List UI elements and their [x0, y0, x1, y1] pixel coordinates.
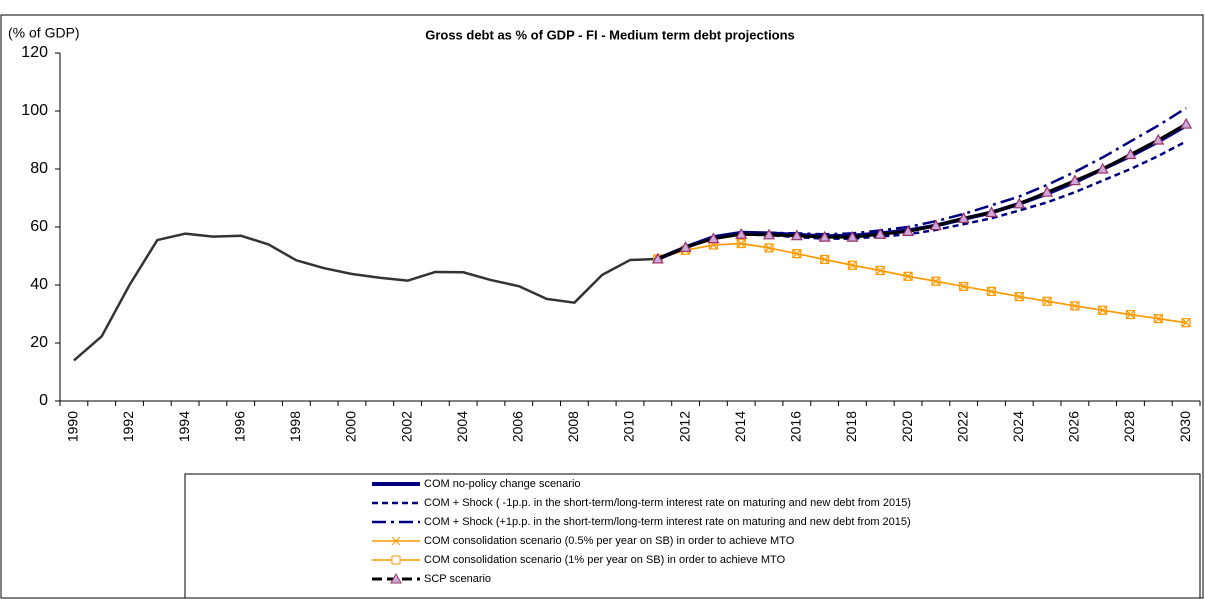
x-tick-label: 2008: [565, 411, 581, 442]
legend-label: COM consolidation scenario (0.5% per yea…: [424, 535, 795, 547]
y-tick-label: 40: [30, 276, 48, 293]
data-marker: [1014, 292, 1024, 302]
data-marker: [1068, 174, 1081, 186]
data-marker: [1125, 309, 1136, 320]
x-tick-label: 2028: [1121, 411, 1137, 442]
x-tick-label: 2018: [843, 411, 859, 442]
data-marker: [736, 238, 746, 249]
data-marker: [1181, 318, 1191, 328]
data-marker: [929, 219, 942, 231]
data-marker: [679, 241, 692, 252]
data-marker: [1152, 133, 1165, 145]
data-marker: [986, 286, 997, 296]
x-tick-label: 2022: [954, 411, 970, 442]
data-marker: [763, 228, 776, 240]
data-marker: [846, 230, 859, 242]
x-tick-label: 2016: [788, 411, 804, 442]
data-marker: [790, 229, 803, 241]
chart-title: Gross debt as % of GDP - FI - Medium ter…: [425, 27, 795, 42]
data-marker: [847, 260, 858, 270]
x-tick-label: 1990: [65, 411, 81, 442]
x-tick-label: 2024: [1010, 411, 1026, 442]
data-marker: [792, 249, 802, 259]
legend-label: COM no-policy change scenario: [424, 478, 581, 490]
data-marker: [957, 212, 970, 223]
x-tick-label: 2030: [1177, 411, 1193, 442]
x-tick-label: 2026: [1066, 411, 1082, 442]
series-line: [657, 242, 1187, 324]
x-tick-label: 2000: [343, 411, 359, 442]
series-line: [73, 232, 658, 362]
legend-label: COM consolidation scenario (1% per year …: [424, 554, 786, 566]
data-marker: [931, 276, 941, 286]
data-marker: [707, 232, 720, 244]
x-tick-label: 2002: [398, 411, 414, 442]
data-marker: [985, 206, 998, 218]
data-marker: [903, 271, 913, 281]
data-marker: [735, 228, 748, 239]
data-marker: [1041, 185, 1054, 197]
y-tick-label: 60: [30, 218, 48, 235]
legend-box: [184, 473, 1201, 599]
x-tick-label: 1994: [176, 411, 192, 442]
legend-label: COM + Shock ( -1p.p. in the short-term/l…: [424, 497, 911, 509]
legend-label: COM + Shock (+1p.p. in the short-term/lo…: [424, 516, 911, 528]
x-tick-label: 2012: [676, 411, 692, 442]
data-marker: [874, 228, 887, 239]
x-tick-label: 2004: [454, 411, 470, 442]
x-tick-label: 2014: [732, 411, 748, 442]
legend-label: SCP scenario: [424, 573, 491, 585]
y-tick-label: 0: [39, 392, 48, 409]
series-line: [657, 123, 1188, 261]
data-marker: [651, 252, 664, 264]
data-marker: [875, 265, 885, 276]
data-marker: [959, 281, 969, 292]
y-tick-label: 100: [21, 102, 48, 119]
data-marker: [902, 225, 915, 236]
data-marker: [1098, 305, 1108, 315]
data-marker: [764, 243, 774, 253]
data-marker: [1124, 148, 1137, 160]
data-marker: [1181, 318, 1191, 328]
x-tick-label: 1992: [120, 411, 136, 442]
series-line: [657, 122, 1187, 261]
data-marker: [1180, 117, 1193, 129]
data-marker: [1070, 301, 1080, 311]
x-tick-label: 2020: [899, 411, 915, 442]
y-axis-label: (% of GDP): [8, 25, 80, 41]
data-marker: [1042, 296, 1052, 306]
data-marker: [1013, 197, 1026, 209]
legend-marker: [391, 536, 401, 546]
y-tick-label: 120: [21, 44, 48, 61]
data-marker: [1153, 314, 1163, 324]
data-marker: [1096, 162, 1109, 174]
x-tick-label: 2010: [621, 411, 637, 442]
y-tick-label: 80: [30, 160, 48, 177]
data-marker: [818, 230, 831, 242]
legend-marker: [390, 572, 402, 584]
x-tick-label: 2006: [509, 411, 525, 442]
x-tick-label: 1998: [287, 411, 303, 442]
legend-marker: [391, 555, 401, 565]
x-tick-label: 1996: [231, 411, 247, 442]
data-marker: [820, 254, 830, 265]
y-tick-label: 20: [30, 334, 48, 351]
